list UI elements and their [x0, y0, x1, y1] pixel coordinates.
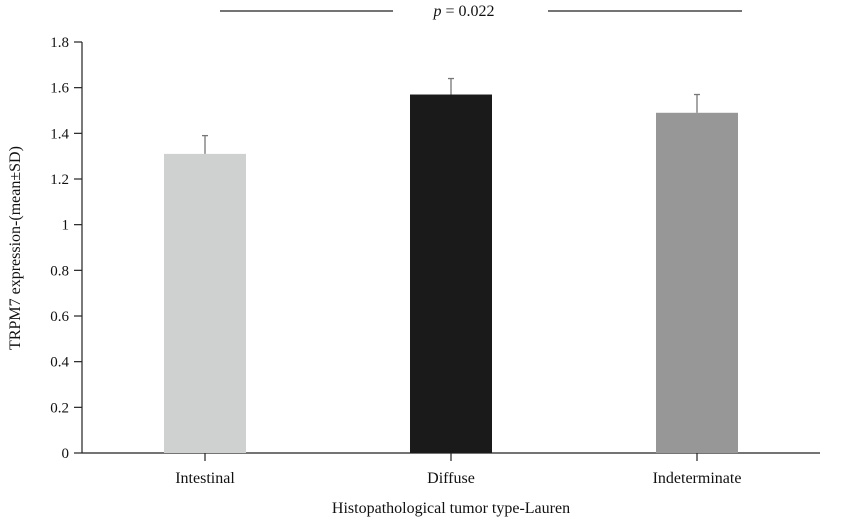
y-tick-label: 0.2: [50, 400, 69, 416]
y-tick-label: 1.8: [50, 35, 69, 51]
x-axis-labels: Intestinal Diffuse Indeterminate: [175, 453, 741, 487]
bar-indeterminate: [656, 112, 738, 454]
y-tick-label: 0.6: [50, 309, 69, 325]
y-axis-title: TRPM7 expression-(mean±SD): [7, 146, 24, 350]
bar-diffuse: [410, 94, 492, 454]
p-value-label: p = 0.022: [432, 3, 494, 20]
y-tick-label: 0.4: [50, 355, 69, 371]
y-tick-label: 1: [62, 218, 70, 234]
x-tick-label: Intestinal: [175, 470, 235, 487]
x-axis-title: Histopathological tumor type-Lauren: [332, 500, 570, 517]
y-tick-label: 1.4: [50, 126, 69, 142]
y-tick-label: 0.8: [50, 263, 69, 279]
y-tick-label: 0: [62, 446, 70, 462]
error-bars: [202, 77, 700, 154]
y-tick-label: 1.6: [50, 81, 69, 97]
bar-intestinal: [164, 153, 246, 453]
x-tick-label: Diffuse: [427, 470, 475, 487]
bars: [164, 94, 738, 454]
significance-annotation: p = 0.022: [220, 3, 742, 20]
x-tick-label: Indeterminate: [653, 470, 742, 487]
error-bar-intestinal: [202, 134, 208, 154]
error-bar-diffuse: [448, 77, 454, 95]
y-tick-label: 1.2: [50, 172, 69, 188]
y-axis-ticks: 0 0.2 0.4 0.6 0.8 1 1.2 1.4 1.6 1.8: [50, 35, 82, 462]
error-bar-indeterminate: [694, 93, 700, 113]
